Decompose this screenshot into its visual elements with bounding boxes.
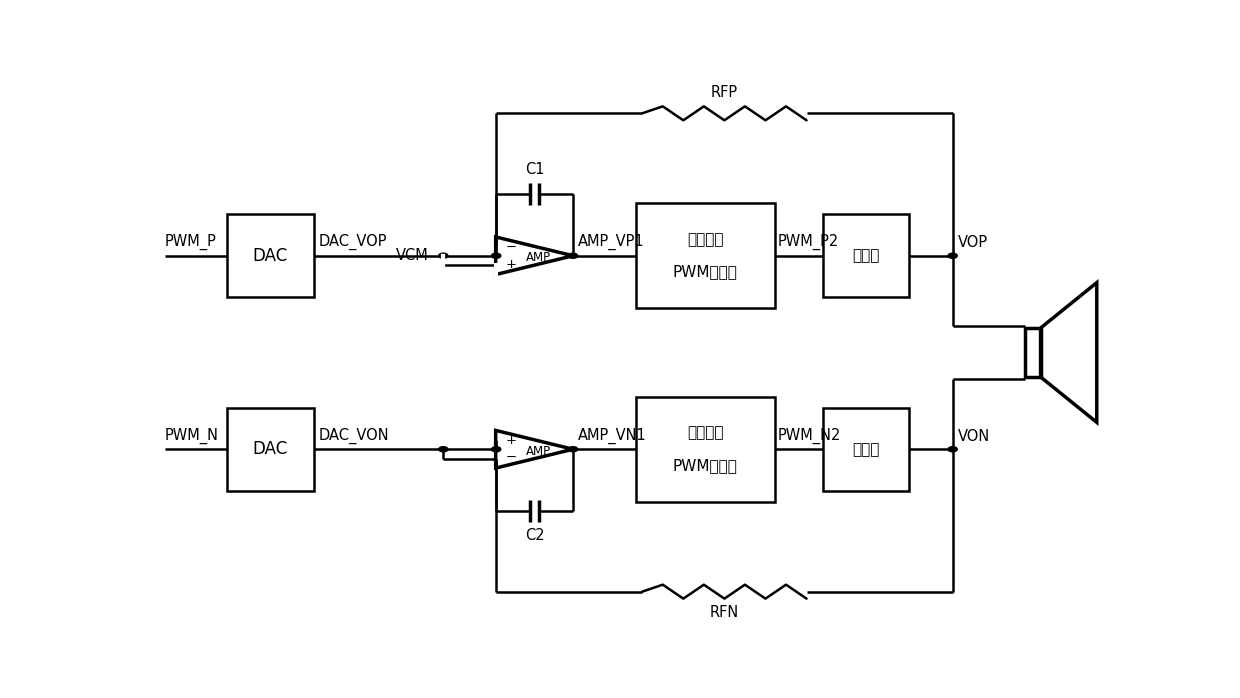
- Text: DAC: DAC: [253, 440, 288, 458]
- Text: PWM比较器: PWM比较器: [673, 265, 738, 279]
- Text: −: −: [506, 241, 517, 254]
- Text: AMP_VP1: AMP_VP1: [578, 234, 645, 251]
- Bar: [227, 214, 314, 297]
- Text: VCM: VCM: [396, 248, 429, 262]
- Text: DAC_VOP: DAC_VOP: [319, 234, 387, 251]
- Text: VON: VON: [957, 429, 990, 444]
- Text: AMP_VN1: AMP_VN1: [578, 428, 646, 444]
- Bar: [227, 408, 314, 491]
- Text: AMP: AMP: [526, 251, 551, 264]
- Circle shape: [439, 447, 448, 452]
- Bar: [823, 214, 909, 297]
- Text: RFN: RFN: [709, 604, 739, 620]
- Bar: [823, 408, 909, 491]
- Text: 积分器和: 积分器和: [687, 426, 723, 440]
- Text: DAC: DAC: [253, 247, 288, 265]
- Text: PWM_N: PWM_N: [165, 428, 218, 444]
- Text: +: +: [506, 434, 517, 447]
- Text: PWM比较器: PWM比较器: [673, 458, 738, 473]
- Text: 驱动器: 驱动器: [852, 442, 880, 456]
- Circle shape: [568, 253, 578, 258]
- Text: RFP: RFP: [711, 85, 738, 101]
- Circle shape: [949, 253, 957, 258]
- Text: PWM_N2: PWM_N2: [777, 428, 841, 444]
- Text: C2: C2: [525, 528, 544, 543]
- Circle shape: [949, 447, 957, 452]
- Text: 驱动器: 驱动器: [852, 248, 880, 263]
- Text: 积分器和: 积分器和: [687, 232, 723, 247]
- Circle shape: [491, 447, 501, 452]
- Circle shape: [568, 447, 578, 452]
- Text: −: −: [506, 451, 517, 464]
- Text: +: +: [506, 258, 517, 271]
- Bar: [1024, 328, 1040, 377]
- Text: DAC_VON: DAC_VON: [319, 428, 389, 444]
- Text: AMP: AMP: [526, 445, 551, 458]
- Text: PWM_P: PWM_P: [165, 234, 217, 251]
- Circle shape: [439, 253, 448, 258]
- Text: PWM_P2: PWM_P2: [777, 234, 839, 251]
- Circle shape: [491, 253, 501, 258]
- Text: VOP: VOP: [957, 235, 987, 251]
- Text: C1: C1: [525, 162, 544, 177]
- Bar: [635, 203, 775, 308]
- Bar: [635, 397, 775, 502]
